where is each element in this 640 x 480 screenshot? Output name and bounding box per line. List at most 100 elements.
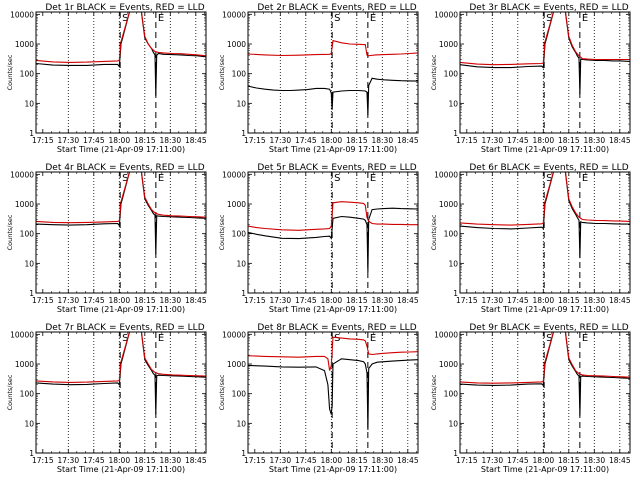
x-tick-label: 18:45 [185, 296, 207, 305]
x-tick-label: 17:15 [32, 296, 54, 305]
x-tick-label: 18:00 [532, 296, 554, 305]
y-tick-label: 1000 [439, 40, 458, 49]
x-axis-label: Start Time (21-Apr-09 17:11:00) [269, 145, 397, 154]
events-series-line [36, 332, 206, 415]
x-axis-label: Start Time (21-Apr-09 17:11:00) [481, 145, 609, 154]
y-axis-label: Counts/sec [6, 374, 14, 410]
x-tick-label: 17:15 [456, 296, 478, 305]
panel-title: Det 9r BLACK = Events, RED = LLD [469, 323, 628, 333]
y-tick-label: 1000 [439, 200, 458, 209]
panel-title: Det 2r BLACK = Events, RED = LLD [257, 3, 416, 13]
y-tick-label: 1 [241, 449, 246, 458]
y-tick-label: 100 [20, 70, 35, 79]
panel-title: Det 5r BLACK = Events, RED = LLD [257, 163, 416, 173]
x-tick-label: 17:45 [507, 456, 529, 465]
x-axis-label: Start Time (21-Apr-09 17:11:00) [481, 465, 609, 474]
marker-label-s: S [122, 173, 128, 184]
y-tick-label: 1 [29, 129, 34, 138]
y-tick-label: 1000 [227, 360, 246, 369]
x-tick-label: 17:15 [456, 456, 478, 465]
x-tick-label: 18:00 [532, 456, 554, 465]
y-tick-label: 10000 [10, 170, 34, 179]
x-tick-label: 17:15 [32, 456, 54, 465]
x-tick-label: 17:15 [456, 136, 478, 145]
panel-title: Det 6r BLACK = Events, RED = LLD [469, 163, 628, 173]
x-tick-label: 17:30 [57, 136, 79, 145]
y-axis-label: Counts/sec [218, 374, 226, 410]
x-tick-label: 17:15 [32, 136, 54, 145]
x-tick-label: 18:30 [371, 296, 393, 305]
y-tick-label: 10 [236, 259, 246, 268]
x-tick-label: 18:15 [134, 296, 156, 305]
x-tick-label: 17:15 [244, 136, 266, 145]
marker-label-s: S [122, 333, 128, 344]
chart-panel-4: Det 4r BLACK = Events, RED = LLD 17:15 17:… [6, 163, 207, 314]
events-series-line [460, 172, 630, 259]
y-axis-label: Counts/sec [6, 54, 14, 90]
x-tick-label: 18:30 [583, 136, 605, 145]
plot-frame [459, 11, 631, 134]
y-tick-label: 1 [453, 289, 458, 298]
x-axis-label: Start Time (21-Apr-09 17:11:00) [57, 465, 185, 474]
y-tick-label: 100 [20, 390, 35, 399]
lld-series-line [248, 201, 418, 231]
marker-label-s: S [334, 333, 340, 344]
x-tick-label: 17:30 [481, 296, 503, 305]
events-series-line [460, 332, 630, 416]
x-tick-label: 18:45 [609, 296, 631, 305]
x-tick-label: 17:45 [295, 296, 317, 305]
events-series-line [460, 12, 630, 95]
x-tick-label: 18:15 [346, 136, 368, 145]
x-tick-label: 18:30 [371, 456, 393, 465]
lld-series-line [36, 12, 206, 63]
x-tick-label: 18:00 [320, 456, 342, 465]
lld-series-line [460, 172, 630, 226]
x-tick-label: 18:00 [320, 296, 342, 305]
x-tick-label: 18:30 [159, 456, 181, 465]
y-tick-label: 10000 [434, 10, 458, 19]
events-series-line [248, 77, 418, 116]
y-axis-label: Counts/sec [430, 374, 438, 410]
y-axis-label: Counts/sec [6, 214, 14, 250]
y-tick-label: 10000 [222, 330, 246, 339]
y-tick-label: 1 [241, 129, 246, 138]
y-tick-label: 10000 [434, 170, 458, 179]
y-tick-label: 1 [241, 289, 246, 298]
x-tick-label: 17:45 [507, 136, 529, 145]
y-tick-label: 10000 [222, 170, 246, 179]
chart-panel-1: Det 1r BLACK = Events, RED = LLD 17:15 17:… [6, 3, 207, 154]
y-tick-label: 10 [24, 419, 34, 428]
y-tick-label: 1 [453, 129, 458, 138]
panel-title: Det 4r BLACK = Events, RED = LLD [45, 163, 204, 173]
y-tick-label: 1000 [227, 200, 246, 209]
x-tick-label: 18:45 [609, 136, 631, 145]
x-tick-label: 18:30 [583, 456, 605, 465]
y-tick-label: 10000 [10, 10, 34, 19]
y-tick-label: 1000 [15, 200, 34, 209]
x-axis-label: Start Time (21-Apr-09 17:11:00) [269, 465, 397, 474]
y-tick-label: 1 [453, 449, 458, 458]
x-tick-label: 18:15 [134, 136, 156, 145]
y-tick-label: 10 [24, 259, 34, 268]
x-tick-label: 18:30 [159, 296, 181, 305]
marker-label-s: S [334, 13, 340, 24]
y-tick-label: 100 [444, 230, 459, 239]
x-axis-label: Start Time (21-Apr-09 17:11:00) [57, 305, 185, 314]
plot-frame [459, 171, 631, 294]
x-tick-label: 18:15 [346, 456, 368, 465]
y-axis-label: Counts/sec [430, 214, 438, 250]
x-tick-label: 18:15 [558, 456, 580, 465]
x-tick-label: 18:45 [185, 456, 207, 465]
x-tick-label: 18:30 [159, 136, 181, 145]
x-tick-label: 17:30 [57, 296, 79, 305]
y-tick-label: 1000 [15, 40, 34, 49]
marker-label-s: S [546, 13, 552, 24]
panel-title: Det 1r BLACK = Events, RED = LLD [45, 3, 204, 13]
plot-frame [35, 331, 207, 454]
x-tick-label: 17:30 [481, 456, 503, 465]
y-tick-label: 1000 [439, 360, 458, 369]
x-tick-label: 18:00 [108, 456, 130, 465]
